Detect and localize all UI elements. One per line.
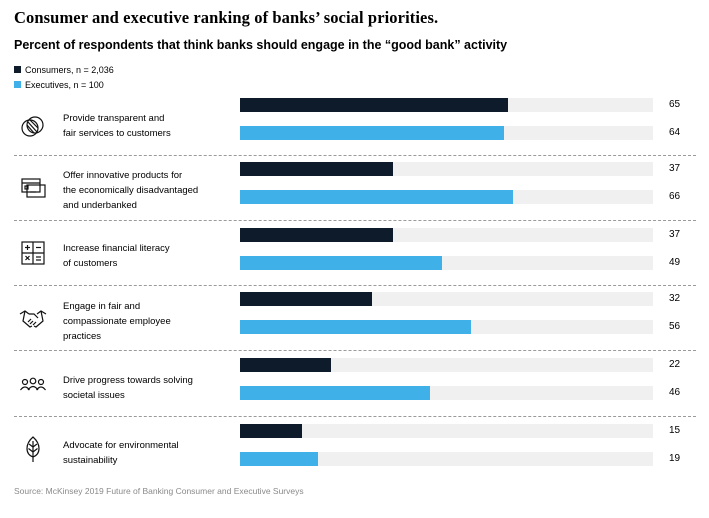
data-label: 15 bbox=[669, 425, 681, 436]
bar-consumers bbox=[240, 98, 509, 112]
category-label-line: compassionate employee bbox=[63, 316, 171, 327]
category-label-line: societal issues bbox=[63, 390, 125, 401]
row-divider bbox=[14, 155, 696, 156]
data-label: 37 bbox=[669, 229, 681, 240]
bar-track bbox=[240, 386, 653, 400]
category-label-line: Provide transparent and bbox=[63, 113, 165, 124]
category-label-line: sustainability bbox=[63, 455, 118, 466]
bar-consumers bbox=[240, 292, 373, 306]
category-label: Increase financial literacy of customers bbox=[63, 241, 233, 271]
data-label: 65 bbox=[669, 99, 681, 110]
bar-consumers bbox=[240, 228, 393, 242]
category-label-line: the economically disadvantaged bbox=[63, 185, 199, 196]
category-label-line: Engage in fair and bbox=[63, 301, 141, 312]
handshake-icon bbox=[19, 305, 47, 333]
category-label: Provide transparent and fair services to … bbox=[63, 111, 233, 141]
source-note: Source: McKinsey 2019 Future of Banking … bbox=[14, 486, 304, 496]
legend-label-executives: Executives, n = 100 bbox=[25, 79, 104, 90]
category-label: Advocate for environmental sustainability bbox=[63, 438, 233, 468]
category-label-line: Advocate for environmental bbox=[63, 440, 179, 451]
bar-executives bbox=[240, 126, 505, 140]
bar-track bbox=[240, 424, 653, 438]
bar-track bbox=[240, 256, 653, 270]
data-label: 19 bbox=[669, 453, 681, 464]
cards-icon bbox=[19, 174, 47, 202]
legend: Consumers, n = 2,036 Executives, n = 100 bbox=[14, 62, 114, 92]
category-label-line: of customers bbox=[63, 258, 118, 269]
bar-executives bbox=[240, 386, 430, 400]
category-label-line: practices bbox=[63, 331, 102, 342]
bar-track bbox=[240, 126, 653, 140]
category-label-line: Increase financial literacy bbox=[63, 243, 170, 254]
data-label: 46 bbox=[669, 387, 681, 398]
category-label-line: Drive progress towards solving bbox=[63, 375, 193, 386]
bar-executives bbox=[240, 190, 513, 204]
data-label: 49 bbox=[669, 257, 681, 268]
bar-track bbox=[240, 358, 653, 372]
data-label: 64 bbox=[669, 127, 681, 138]
bar-consumers bbox=[240, 358, 331, 372]
legend-item-consumers: Consumers, n = 2,036 bbox=[14, 62, 114, 77]
bar-track bbox=[240, 228, 653, 242]
people-icon bbox=[19, 370, 47, 398]
category-label: Engage in fair and compassionate employee… bbox=[63, 299, 233, 344]
category-label: Drive progress towards solving societal i… bbox=[63, 373, 233, 403]
bar-executives bbox=[240, 256, 443, 270]
transparency-icon bbox=[19, 113, 47, 141]
legend-item-executives: Executives, n = 100 bbox=[14, 77, 114, 92]
bar-track bbox=[240, 162, 653, 176]
category-label-line: and underbanked bbox=[63, 200, 137, 211]
bar-consumers bbox=[240, 424, 302, 438]
data-label: 32 bbox=[669, 293, 681, 304]
chart-subtitle: Percent of respondents that think banks … bbox=[14, 38, 508, 52]
category-label-line: Offer innovative products for bbox=[63, 170, 183, 181]
row-divider bbox=[14, 416, 696, 417]
legend-label-consumers: Consumers, n = 2,036 bbox=[25, 64, 114, 75]
category-label: Offer innovative products for the economi… bbox=[63, 168, 233, 213]
bar-track bbox=[240, 292, 653, 306]
data-label: 22 bbox=[669, 359, 681, 370]
bar-track bbox=[240, 320, 653, 334]
bar-track bbox=[240, 98, 653, 112]
data-label: 56 bbox=[669, 321, 681, 332]
legend-swatch-executives bbox=[14, 81, 21, 88]
data-label: 37 bbox=[669, 163, 681, 174]
category-label-line: fair services to customers bbox=[63, 128, 171, 139]
bar-track bbox=[240, 190, 653, 204]
bar-consumers bbox=[240, 162, 393, 176]
legend-swatch-consumers bbox=[14, 66, 21, 73]
chart-title: Consumer and executive ranking of banks’… bbox=[14, 8, 439, 27]
bar-track bbox=[240, 452, 653, 466]
leaf-icon bbox=[19, 435, 47, 463]
row-divider bbox=[14, 285, 696, 286]
bar-executives bbox=[240, 320, 472, 334]
calculator-icon bbox=[19, 239, 47, 267]
row-divider bbox=[14, 220, 696, 221]
row-divider bbox=[14, 350, 696, 351]
bar-executives bbox=[240, 452, 319, 466]
data-label: 66 bbox=[669, 191, 681, 202]
